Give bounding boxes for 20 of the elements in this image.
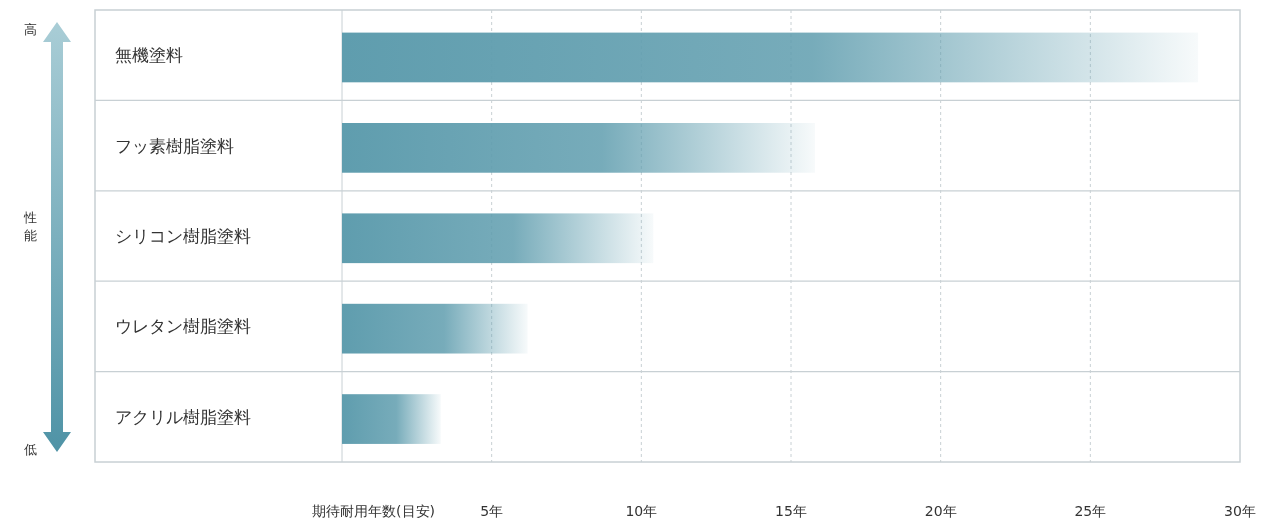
text: 高 [24,22,37,37]
y-tick-label: 無機塗料 [115,45,183,66]
x-tick-label: 20年 [924,503,957,519]
text: 性能 [23,210,37,243]
y-tick-label: アクリル樹脂塗料 [115,406,251,427]
bar [342,303,528,354]
x-tick-label: 25年 [1074,503,1107,519]
x-axis-title: 期待耐用年数(目安) [312,503,435,519]
y-tick-label: フッ素樹脂塗料 [115,135,234,156]
x-tick-label: 15年 [775,503,807,519]
x-tick-label: 10年 [625,503,658,519]
x-tick-label: 30年 [1224,503,1256,519]
text: 低 [24,442,37,457]
x-tick-label: 5年 [480,503,504,519]
bar [342,32,1199,83]
y-tick-label: ウレタン樹脂塗料 [115,316,251,337]
bar [342,213,654,264]
bar [342,123,815,173]
bar [342,394,441,444]
y-tick-label: シリコン樹脂塗料 [115,226,251,246]
